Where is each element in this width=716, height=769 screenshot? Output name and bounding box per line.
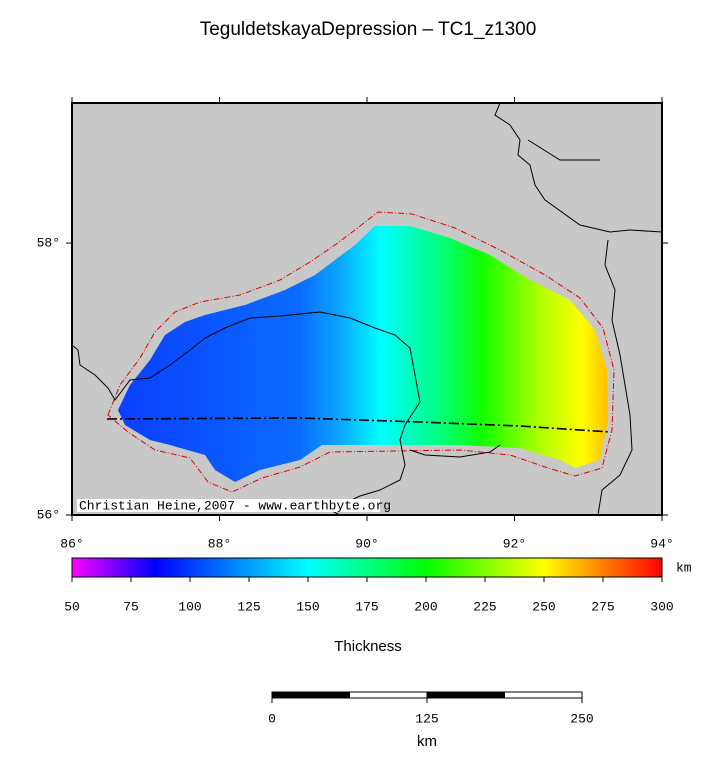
colorbar-tick-label: 250	[532, 599, 555, 614]
scale-tick-label: 0	[268, 711, 276, 726]
basin-outline	[107, 211, 615, 493]
colorbar-tick-label: 50	[64, 599, 80, 614]
borders	[72, 103, 662, 515]
scale-unit: km	[417, 733, 437, 750]
colorbar-tick-label: 125	[237, 599, 260, 614]
x-tick-label: 92°	[503, 536, 526, 551]
colorbar-unit: km	[676, 560, 692, 575]
credit: Christian Heine,2007 - www.earthbyte.org	[79, 498, 391, 513]
scale-bar	[271, 691, 583, 699]
colorbar-tick-label: 75	[123, 599, 139, 614]
colorbar-tick-label: 200	[414, 599, 437, 614]
y-tick-label: 58°	[37, 235, 60, 250]
scale-segment	[504, 691, 583, 699]
scale-tick-label: 125	[415, 711, 438, 726]
colorbar-tick-label: 175	[355, 599, 378, 614]
colorbar-tick-label: 225	[473, 599, 496, 614]
scale-segment	[271, 691, 350, 699]
credit-box	[77, 499, 380, 512]
colorbar-tick-label: 150	[296, 599, 319, 614]
colorbar-tick-label: 300	[650, 599, 673, 614]
y-tick-label: 56°	[37, 507, 60, 522]
colorbar-tick-label: 100	[178, 599, 201, 614]
colorbar-label: Thickness	[334, 638, 402, 655]
scale-tick-label: 250	[570, 711, 593, 726]
x-tick-label: 86°	[60, 536, 83, 551]
scale-segment	[426, 691, 505, 699]
x-tick-label: 88°	[208, 536, 231, 551]
title: TeguldetskayaDepression – TC1_z1300	[200, 19, 537, 40]
colorbar	[71, 557, 663, 578]
scale-segment	[349, 691, 428, 699]
x-tick-label: 90°	[355, 536, 378, 551]
profile-line	[106, 417, 611, 433]
colorbar-tick-label: 275	[591, 599, 614, 614]
x-tick-label: 94°	[650, 536, 673, 551]
